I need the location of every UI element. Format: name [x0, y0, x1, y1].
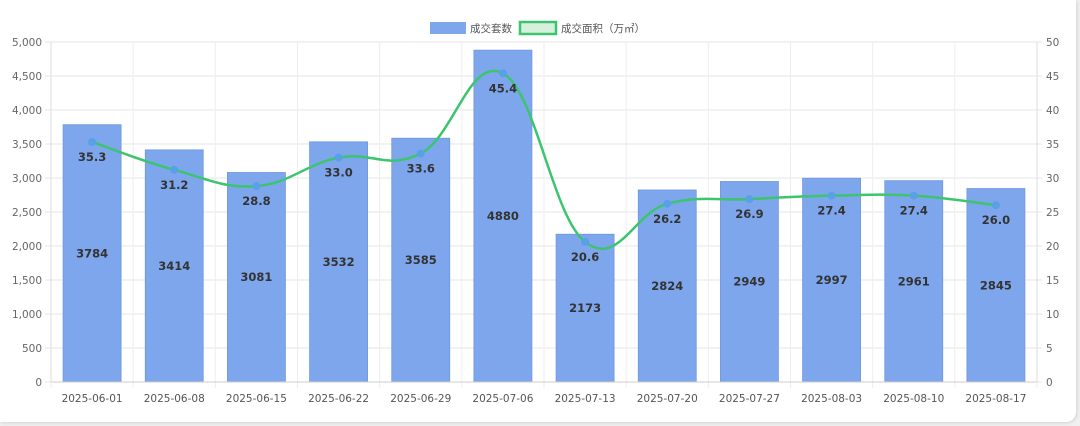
- bar[interactable]: [720, 181, 779, 383]
- bar-value-label: 3081: [240, 270, 272, 284]
- line-value-label: 26.9: [735, 207, 763, 221]
- line-value-label: 28.8: [242, 194, 270, 208]
- right-tick-label: 15: [1046, 275, 1059, 287]
- line-series: [88, 69, 1000, 251]
- line-point[interactable]: [334, 153, 343, 162]
- bar-value-label: 2961: [898, 274, 930, 288]
- bar[interactable]: [391, 137, 451, 383]
- legend-label-line: 成交面积（万㎡）: [561, 22, 645, 35]
- left-tick-label: 1,000: [12, 309, 42, 321]
- bar-value-label: 3585: [405, 253, 437, 267]
- bar[interactable]: [62, 124, 122, 383]
- line-value-label: 45.4: [489, 81, 517, 95]
- right-tick-label: 5: [1046, 343, 1053, 355]
- line-value-label: 27.4: [900, 204, 928, 218]
- legend-swatch-bars: [430, 22, 466, 34]
- x-tick-label: 2025-07-27: [719, 393, 780, 405]
- right-tick-label: 40: [1046, 105, 1059, 117]
- line-point[interactable]: [827, 191, 836, 200]
- right-tick-label: 10: [1046, 309, 1059, 321]
- bar-value-label: 2949: [733, 275, 765, 289]
- legend-label-bars: 成交套数: [470, 22, 512, 35]
- data-labels: 3784 3414 3081 3532 3585 4880 2173 2824 2949 2997…: [76, 81, 1012, 315]
- line-value-label: 26.0: [982, 213, 1010, 227]
- bar[interactable]: [227, 172, 286, 383]
- left-tick-label: 0: [35, 377, 42, 389]
- left-tick-label: 500: [22, 343, 42, 355]
- bar[interactable]: [966, 188, 1026, 383]
- right-tick-label: 45: [1046, 71, 1059, 83]
- bar-value-label: 3414: [158, 259, 190, 273]
- line-value-label: 20.6: [571, 250, 599, 264]
- bar[interactable]: [473, 49, 533, 383]
- left-tick-label: 3,000: [12, 173, 42, 185]
- x-tick-label: 2025-06-22: [308, 393, 369, 405]
- bar[interactable]: [309, 141, 368, 383]
- bar-value-label: 3532: [323, 255, 355, 269]
- line-point[interactable]: [170, 165, 179, 174]
- legend-item-bars[interactable]: 成交套数: [430, 22, 512, 35]
- left-tick-label: 3,500: [12, 139, 42, 151]
- bar-value-label: 2845: [980, 278, 1012, 292]
- line-value-label: 33.0: [324, 166, 352, 180]
- bar-value-label: 3784: [76, 246, 108, 260]
- line-point[interactable]: [663, 199, 672, 208]
- line-point[interactable]: [581, 237, 590, 246]
- line-point[interactable]: [416, 149, 425, 158]
- x-tick-label: 2025-08-17: [965, 393, 1026, 405]
- x-tick-label: 2025-08-10: [883, 393, 944, 405]
- line-value-label: 35.3: [78, 150, 106, 164]
- line-value-label: 33.6: [407, 162, 435, 176]
- x-tick-label: 2025-06-29: [390, 393, 451, 405]
- bar-value-label: 2997: [816, 273, 848, 287]
- bar-value-label: 2824: [651, 279, 683, 293]
- bar[interactable]: [637, 189, 697, 383]
- line-point[interactable]: [498, 69, 507, 78]
- line-point[interactable]: [909, 191, 918, 200]
- right-tick-label: 25: [1046, 207, 1059, 219]
- x-tick-label: 2025-06-15: [226, 393, 287, 405]
- left-tick-label: 1,500: [12, 275, 42, 287]
- right-tick-label: 0: [1046, 377, 1053, 389]
- right-tick-label: 35: [1046, 139, 1059, 151]
- x-tick-label: 2025-06-08: [144, 393, 205, 405]
- grid-lines: [45, 41, 1038, 388]
- legend-swatch-line: [518, 20, 558, 36]
- line-value-label: 26.2: [653, 212, 681, 226]
- line-point[interactable]: [252, 182, 261, 191]
- left-tick-label: 4,000: [12, 105, 42, 117]
- left-tick-label: 4,500: [12, 71, 42, 83]
- x-tick-label: 2025-08-03: [801, 393, 862, 405]
- line-value-label: 27.4: [817, 204, 845, 218]
- left-tick-label: 5,000: [12, 37, 42, 49]
- x-axis: 2025-06-01 2025-06-08 2025-06-15 2025-06-22…: [51, 381, 1037, 405]
- line-value-label: 31.2: [160, 178, 188, 192]
- right-tick-label: 50: [1046, 37, 1059, 49]
- legend: 成交套数 成交面积（万㎡）: [430, 20, 645, 36]
- bar-value-label: 2173: [569, 301, 601, 315]
- line-point[interactable]: [88, 137, 97, 146]
- left-tick-label: 2,500: [12, 207, 42, 219]
- bar[interactable]: [144, 149, 204, 383]
- x-tick-label: 2025-07-20: [637, 393, 698, 405]
- x-tick-label: 2025-07-06: [472, 393, 533, 405]
- right-y-axis: 0 5 10 15 20 25 30 35 40 45 50: [1036, 37, 1059, 389]
- bar-value-label: 4880: [487, 209, 519, 223]
- x-tick-label: 2025-06-01: [62, 393, 123, 405]
- legend-item-line[interactable]: 成交面积（万㎡）: [518, 20, 645, 36]
- right-tick-label: 20: [1046, 241, 1059, 253]
- x-tick-label: 2025-07-13: [555, 393, 616, 405]
- line-point[interactable]: [991, 201, 1000, 210]
- left-tick-label: 2,000: [12, 241, 42, 253]
- line-point[interactable]: [745, 195, 754, 204]
- right-tick-label: 30: [1046, 173, 1059, 185]
- bar[interactable]: [555, 233, 615, 383]
- left-y-axis: 0 500 1,000 1,500 2,000 2,500 3,000 3,500 4,000 4…: [12, 37, 52, 389]
- bar-series: [62, 49, 1026, 383]
